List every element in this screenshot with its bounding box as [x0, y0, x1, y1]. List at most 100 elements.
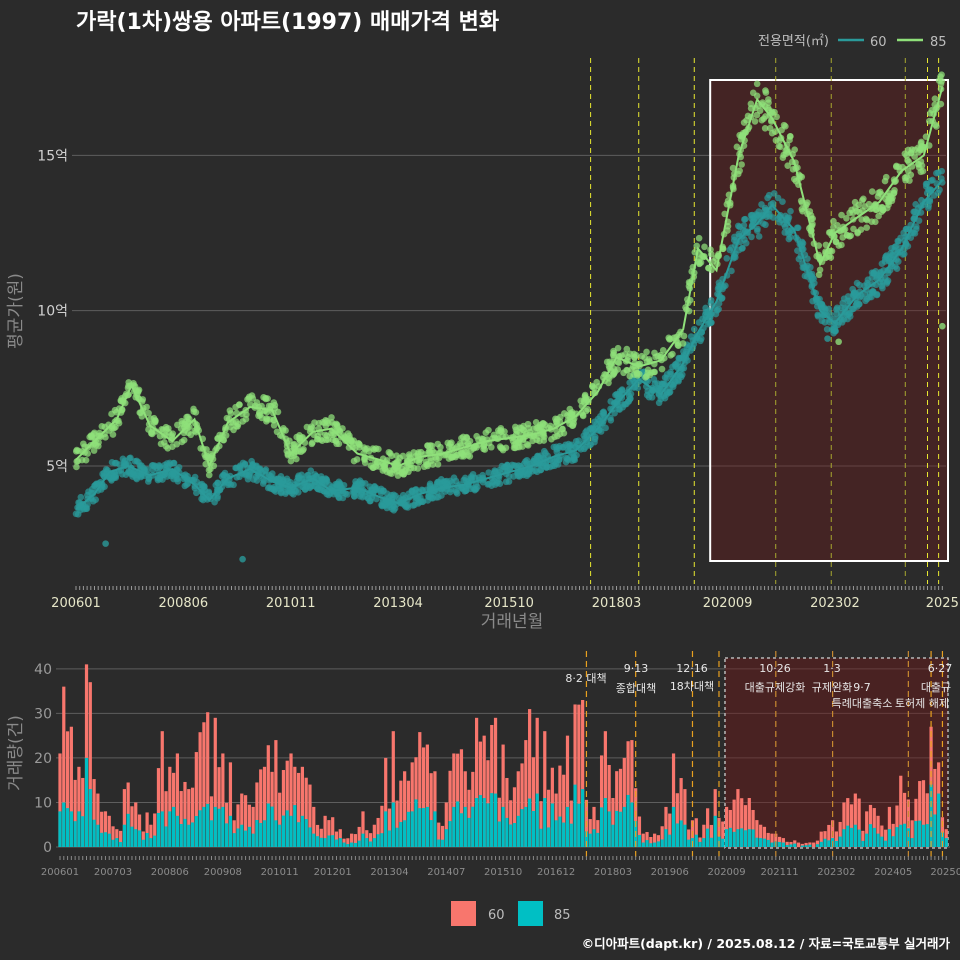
volume-bar-85: [172, 806, 176, 847]
volume-bar-85: [134, 829, 138, 847]
data-point-85: [234, 420, 242, 428]
data-point-85: [400, 470, 408, 478]
volume-bar-60: [459, 749, 464, 847]
volume-bar-85: [762, 838, 767, 847]
volume-bar-60: [493, 717, 498, 847]
volume-bar-85: [910, 838, 914, 847]
data-point-85: [424, 460, 432, 468]
volume-bar: [497, 797, 501, 847]
data-point-60: [855, 301, 863, 308]
volume-bar: [281, 770, 286, 847]
volume-bar-60: [872, 808, 876, 847]
volume-bar: [459, 749, 464, 847]
data-point-85: [843, 214, 850, 222]
volume-bar-85: [573, 784, 577, 847]
volume-bar-85: [899, 824, 903, 847]
volume-bar-85: [630, 802, 634, 847]
volume-bar-85: [387, 830, 392, 847]
volume-bar-85: [145, 833, 149, 847]
policy-label: 특례대출축소: [832, 697, 893, 710]
volume-bar-60: [240, 793, 244, 847]
volume-bar-60: [849, 804, 854, 847]
volume-bar-85: [190, 822, 195, 847]
volume-bar: [255, 782, 259, 847]
volume-bar-85: [232, 833, 236, 847]
data-point-60: [873, 273, 881, 280]
data-point-60: [892, 242, 900, 250]
volume-bar-85: [372, 838, 376, 847]
volume-bar-60: [577, 704, 581, 847]
volume-bar-85: [153, 835, 157, 847]
volume-bar-60: [777, 836, 782, 847]
volume-bar-60: [444, 802, 448, 847]
volume-bar-85: [425, 806, 429, 847]
volume-bar: [118, 830, 123, 847]
volume-bar-60: [622, 757, 626, 847]
data-point-85: [148, 430, 156, 438]
volume-bar: [664, 806, 668, 847]
data-point-60: [826, 311, 834, 318]
volume-bar-60: [884, 829, 888, 847]
volume-bar: [198, 732, 202, 847]
volume-bar-85: [285, 810, 289, 847]
volume-legend-key-85: [518, 901, 543, 926]
data-point-60: [452, 486, 460, 494]
volume-bar-85: [577, 803, 581, 847]
volume-bar-60: [762, 826, 767, 847]
volume-bar: [558, 765, 562, 847]
volume-bar-85: [368, 841, 373, 847]
volume-bar: [937, 762, 941, 847]
data-point-85: [744, 112, 752, 120]
volume-bar-60: [694, 818, 698, 847]
data-point-60: [794, 224, 802, 232]
data-point-60: [149, 462, 157, 469]
policy-label: 대출규: [921, 681, 951, 694]
volume-bar-60: [546, 789, 551, 847]
volume-legend-label-85: 85: [554, 908, 571, 923]
volume-bar: [675, 793, 679, 847]
volume-bar-85: [713, 815, 717, 847]
volume-bar-85: [516, 815, 520, 847]
volume-bar-85: [702, 838, 706, 847]
data-point-60: [895, 258, 902, 265]
data-point-60: [564, 456, 572, 464]
volume-bar-85: [868, 824, 873, 847]
volume-bar: [736, 789, 740, 847]
data-point-85: [764, 104, 772, 112]
volume-bar-85: [759, 838, 763, 847]
volume-bar-60: [198, 732, 202, 847]
volume-bar-60: [247, 804, 251, 847]
data-point-85: [92, 442, 100, 449]
data-point-85: [937, 100, 945, 108]
volume-bar-85: [255, 820, 259, 847]
data-point-85: [205, 471, 213, 479]
volume-bar-85: [664, 829, 668, 847]
data-point-60: [380, 487, 387, 494]
data-point-85: [632, 352, 640, 359]
volume-bar-60: [236, 804, 240, 847]
volume-bar-85: [452, 806, 456, 847]
volume-bar: [800, 843, 804, 847]
data-point-85: [852, 204, 859, 212]
volume-bar-60: [361, 811, 365, 847]
data-point-85: [184, 413, 192, 421]
x-tick-label: 201510: [484, 596, 534, 611]
data-point-60: [648, 394, 656, 401]
volume-bar: [596, 820, 600, 847]
data-point-85: [777, 143, 784, 151]
volume-bar-85: [539, 828, 543, 847]
data-point-60: [356, 493, 364, 500]
policy-label: 대출규제강화: [745, 681, 806, 694]
data-point-85: [911, 153, 918, 160]
volume-bar-60: [645, 832, 649, 847]
volume-bar-60: [202, 722, 206, 847]
volume-bar-60: [92, 779, 96, 847]
volume-bar: [153, 813, 157, 847]
volume-x-tick-label: 201011: [261, 867, 299, 878]
volume-bar-85: [247, 826, 251, 847]
volume-bar-60: [834, 831, 839, 847]
volume-bar: [368, 833, 373, 847]
volume-bar: [899, 775, 903, 847]
volume-bar-85: [209, 820, 214, 847]
volume-bar: [706, 808, 710, 847]
